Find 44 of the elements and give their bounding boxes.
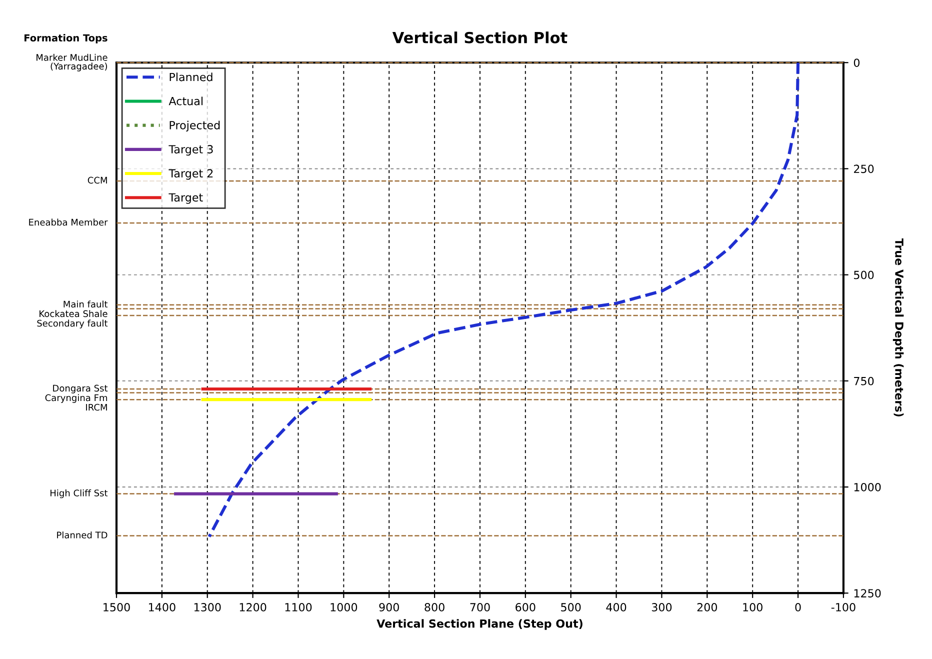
x-tick-label: 200 [697,603,718,612]
x-tick-label: 0 [795,603,801,612]
ref-line-label: High Cliff Sst [50,489,108,498]
chart-title: Vertical Section Plot [392,32,568,44]
x-tick-label: 1400 [149,603,176,612]
legend-label: Actual [168,96,202,106]
x-tick-label: 1100 [285,603,312,612]
x-tick-label: 300 [652,603,672,612]
ref-line-label: Kockatea Shale [40,310,108,318]
ref-line-label: Dongara Sst [53,384,108,394]
x-tick-label: 100 [743,603,762,612]
x-tick-label: 800 [424,603,444,612]
legend-label: Projected [170,120,220,132]
ref-line-label: Eneabba Member [29,218,108,226]
y-tick-label: 500 [854,270,874,280]
x-tick-label: -100 [831,603,856,612]
y-tick-label: 0 [854,58,860,67]
ref-line-label: Secondary fault [37,320,108,328]
x-tick-label: 1500 [104,603,130,612]
ref-line-label: Caryngina Fm [45,394,108,403]
y-tick-label: 1250 [854,589,881,598]
legend-label: Planned [170,72,212,82]
text: Formation Tops [24,34,108,44]
x-tick-label: 500 [561,603,581,612]
legend-label: Target 3 [168,145,213,156]
x-tick-label: 1200 [240,603,266,612]
x-axis-title: Vertical Section Plane (Step Out) [376,619,582,630]
y-tick-label: 1000 [854,482,881,492]
ref-line-label: Main fault [64,300,108,308]
ref-line-label: CCM [88,176,107,184]
x-tick-label: 600 [516,603,536,612]
x-tick-label: 400 [606,603,626,612]
x-tick-label: 1300 [194,603,221,612]
ref-line-label: Marker MudLine (Yarragadee) [36,54,108,72]
x-tick-label: 700 [470,603,490,612]
ref-line-label: IRCM [86,404,107,411]
legend-label: Target [168,193,203,204]
ref-line-label: Planned TD [57,531,108,538]
y-axis-title: True Vertical Depth (meters) [892,238,904,416]
y-tick-label: 250 [854,164,874,174]
x-tick-label: 900 [379,603,399,612]
x-tick-label: 1000 [330,603,358,612]
legend-label: Target 2 [168,169,213,180]
y-tick-label: 750 [854,376,874,386]
